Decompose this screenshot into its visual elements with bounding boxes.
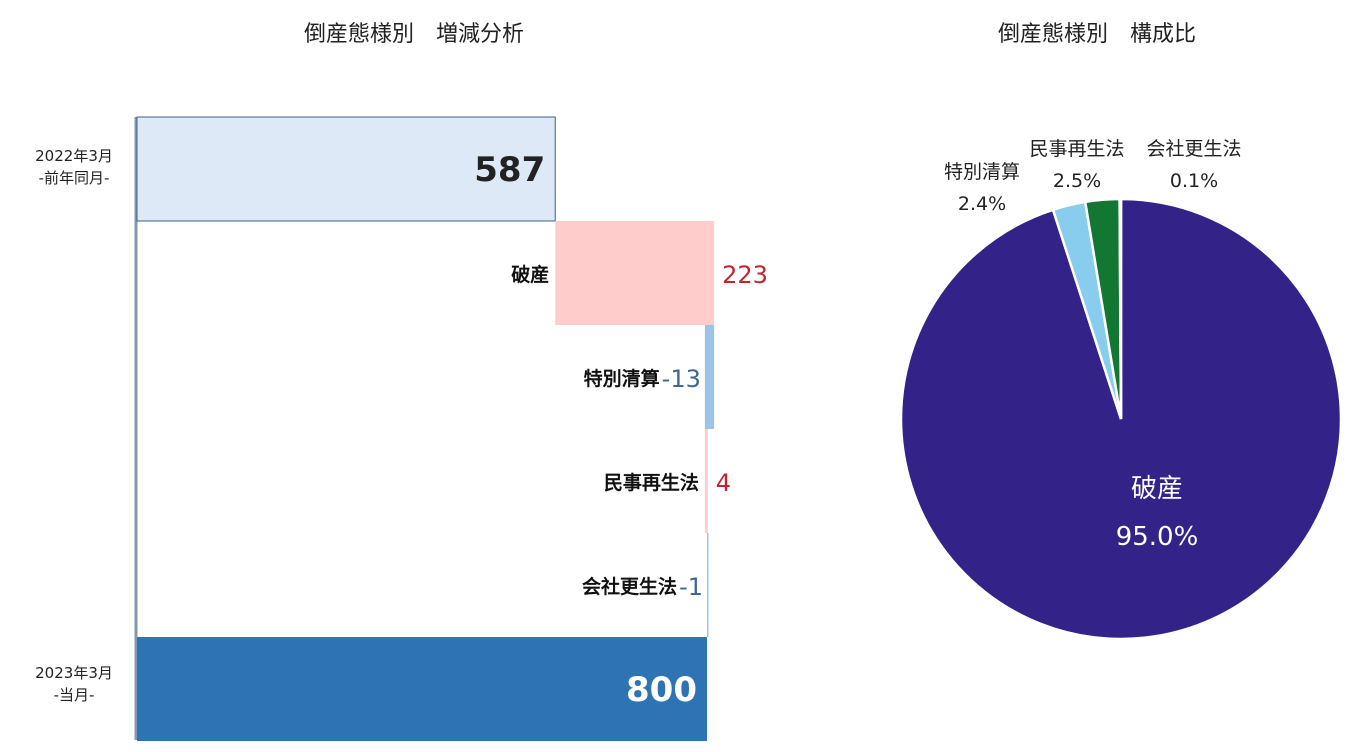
pie-label-value: 2.4% <box>958 193 1006 215</box>
pie-label-name: 民事再生法 <box>1029 138 1124 160</box>
period-label-previous: 2022年3月 -前年同月- <box>14 145 134 189</box>
bar-step-3 <box>704 429 708 533</box>
pie-label-value: 95.0% <box>1116 522 1199 552</box>
period-previous-caption: -前年同月- <box>38 169 110 187</box>
pie-label-name: 破産 <box>1131 474 1183 504</box>
step-category-label: 民事再生法 <box>604 471 699 494</box>
bar-step-4 <box>707 533 709 637</box>
step-delta-label: 4 <box>716 469 731 497</box>
step-category-label: 破産 <box>511 263 549 286</box>
waterfall-title: 倒産態様別 増減分析 <box>304 22 525 47</box>
step-delta-label: 223 <box>722 261 768 289</box>
step-delta-label: -1 <box>679 573 703 601</box>
pie-label-name: 会社更生法 <box>1146 138 1241 160</box>
bar-end <box>137 637 707 741</box>
period-label-current: 2023年3月 -当月- <box>14 662 134 706</box>
pie-label-name: 特別清算 <box>944 161 1020 183</box>
pie-label-value: 2.5% <box>1053 170 1101 192</box>
pie-chart: 破産 95.0% 特別清算 2.4% 民事再生法 2.5% 会社更生法 0.1% <box>899 138 1343 641</box>
pie-label-value: 0.1% <box>1170 170 1218 192</box>
bar-start-value: 587 <box>474 150 545 190</box>
step-delta-label: -13 <box>662 365 701 393</box>
pie-slice-4 <box>1118 197 1123 420</box>
period-current-date: 2023年3月 <box>35 664 113 682</box>
step-category-label: 特別清算 <box>584 367 660 390</box>
period-current-caption: -当月- <box>53 686 95 704</box>
period-previous-date: 2022年3月 <box>35 147 113 165</box>
bar-step-2 <box>704 325 715 429</box>
bar-start <box>136 116 556 222</box>
pie-title: 倒産態様別 構成比 <box>998 22 1197 47</box>
bar-end-value: 800 <box>626 670 697 710</box>
step-category-label: 会社更生法 <box>582 575 677 598</box>
bar-step-1 <box>555 221 715 325</box>
